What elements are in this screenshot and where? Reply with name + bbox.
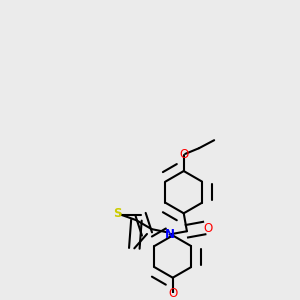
Text: N: N	[165, 228, 175, 241]
Text: S: S	[113, 207, 121, 220]
Text: O: O	[179, 148, 188, 161]
Text: O: O	[203, 222, 212, 235]
Text: O: O	[168, 287, 177, 300]
